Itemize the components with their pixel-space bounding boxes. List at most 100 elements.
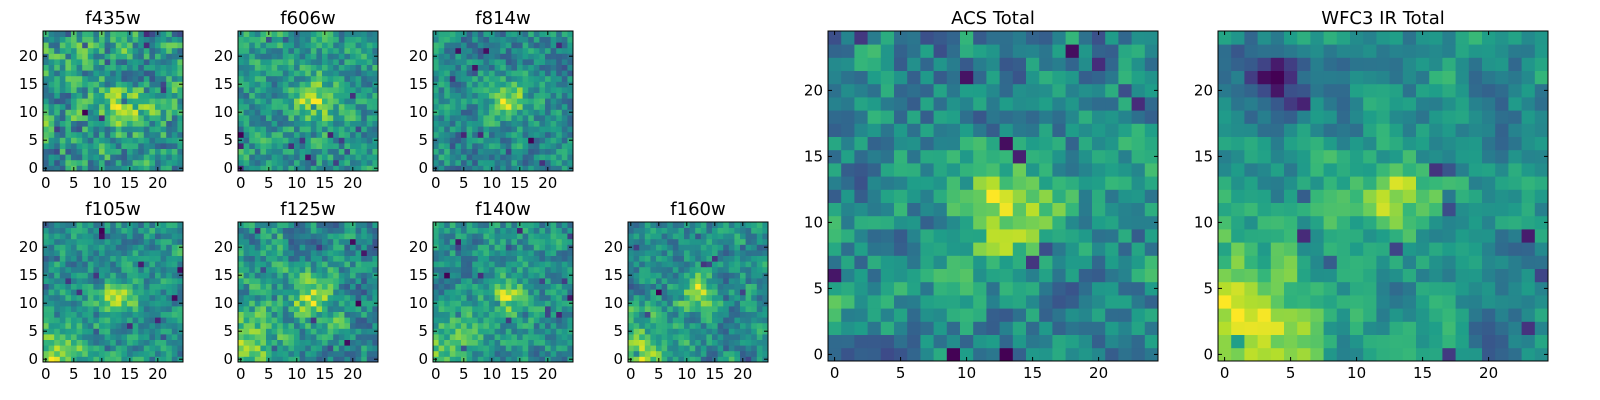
heatmap-cell	[65, 233, 72, 240]
heatmap-cell	[104, 294, 111, 301]
heatmap-cell	[505, 126, 512, 133]
heatmap-cell	[43, 70, 49, 77]
heatmap-cell	[160, 103, 167, 110]
heatmap-cell	[672, 266, 679, 273]
heatmap-cell	[71, 227, 77, 234]
heatmap-cell	[288, 227, 295, 234]
heatmap-cell	[449, 159, 456, 166]
heatmap-cell	[706, 300, 713, 307]
heatmap-cell	[561, 53, 568, 60]
heatmap-cell	[1012, 308, 1027, 322]
heatmap-cell	[539, 36, 546, 43]
heatmap-cell	[517, 92, 523, 99]
heatmap-cell	[104, 103, 111, 110]
heatmap-cell	[76, 70, 83, 77]
heatmap-cell	[305, 322, 312, 329]
heatmap-cell	[322, 255, 328, 262]
heatmap-cell	[166, 137, 173, 144]
heatmap-cell	[254, 222, 261, 228]
heatmap-cell	[461, 306, 467, 312]
heatmap-cell	[71, 255, 77, 262]
heatmap-cell	[132, 311, 139, 318]
heatmap-cell	[143, 120, 150, 127]
heatmap-cell	[104, 233, 111, 240]
heatmap-cell	[316, 238, 323, 245]
heatmap-cell	[48, 137, 55, 144]
heatmap-cell	[477, 289, 484, 296]
heatmap-cell	[517, 148, 523, 155]
y-tick-label: 5	[28, 322, 38, 340]
heatmap-cell	[294, 70, 300, 77]
heatmap-cell	[322, 159, 328, 166]
heatmap-cell	[433, 92, 439, 99]
heatmap-cell	[82, 148, 89, 155]
heatmap-cell	[999, 347, 1014, 362]
heatmap-cell	[500, 131, 507, 138]
heatmap-cell	[277, 334, 284, 340]
heatmap-cell	[672, 345, 679, 352]
heatmap-cell	[249, 87, 256, 93]
heatmap-cell	[99, 283, 105, 290]
heatmap-cell	[489, 289, 495, 296]
heatmap-cell	[299, 345, 306, 352]
heatmap-cell	[322, 350, 328, 357]
heatmap-cell	[282, 126, 289, 133]
heatmap-cell	[271, 306, 278, 312]
heatmap-cell	[127, 350, 133, 357]
heatmap-cell	[127, 126, 133, 133]
heatmap-cell	[533, 154, 540, 161]
heatmap-cell	[82, 81, 89, 88]
heatmap-cell	[294, 345, 300, 352]
heatmap-cell	[121, 289, 128, 296]
heatmap-cell	[288, 148, 295, 155]
heatmap-cell	[433, 120, 439, 127]
heatmap-cell	[483, 87, 490, 93]
heatmap-cell	[310, 36, 317, 43]
heatmap-cell	[751, 356, 758, 363]
heatmap-cell	[461, 59, 467, 65]
heatmap-cell	[1052, 347, 1066, 362]
heatmap-cell	[1092, 189, 1106, 203]
heatmap-cell	[986, 229, 1000, 243]
heatmap-cell	[115, 148, 122, 155]
heatmap-cell	[500, 59, 507, 65]
heatmap-cell	[93, 356, 100, 363]
heatmap-cell	[561, 36, 568, 43]
heatmap-cell	[477, 109, 484, 116]
heatmap-cell	[299, 42, 306, 49]
heatmap-cell	[533, 311, 540, 318]
heatmap-cell	[59, 159, 66, 166]
heatmap-cell	[121, 137, 128, 144]
heatmap-cell	[717, 300, 724, 307]
heatmap-cell	[933, 202, 948, 217]
heatmap-cell	[372, 148, 379, 155]
heatmap-cell	[472, 278, 479, 284]
heatmap-cell	[115, 255, 122, 262]
heatmap-cell	[449, 75, 456, 82]
heatmap-cell	[143, 350, 150, 357]
heatmap-cell	[277, 328, 284, 335]
heatmap-cell	[260, 266, 267, 273]
heatmap-cell	[528, 159, 535, 166]
heatmap-cell	[243, 339, 250, 346]
heatmap-cell	[121, 227, 128, 234]
heatmap-cell	[138, 238, 145, 245]
heatmap-cell	[489, 328, 495, 335]
heatmap-cell	[466, 36, 473, 43]
heatmap-cell	[65, 350, 72, 357]
heatmap-cell	[361, 159, 368, 166]
heatmap-cell	[305, 272, 312, 279]
heatmap-cell	[477, 126, 484, 133]
heatmap-cell	[99, 322, 105, 329]
heatmap-cell	[522, 306, 529, 312]
heatmap-cell	[567, 126, 574, 133]
heatmap-cell	[277, 339, 284, 346]
heatmap-cell	[461, 47, 467, 54]
heatmap-cell	[689, 356, 696, 363]
axes-frame	[432, 30, 574, 172]
heatmap-cell	[684, 272, 690, 279]
heatmap-cell	[355, 317, 362, 324]
heatmap-cell	[433, 159, 439, 166]
heatmap-cell	[149, 278, 156, 284]
heatmap-cell	[344, 53, 351, 60]
